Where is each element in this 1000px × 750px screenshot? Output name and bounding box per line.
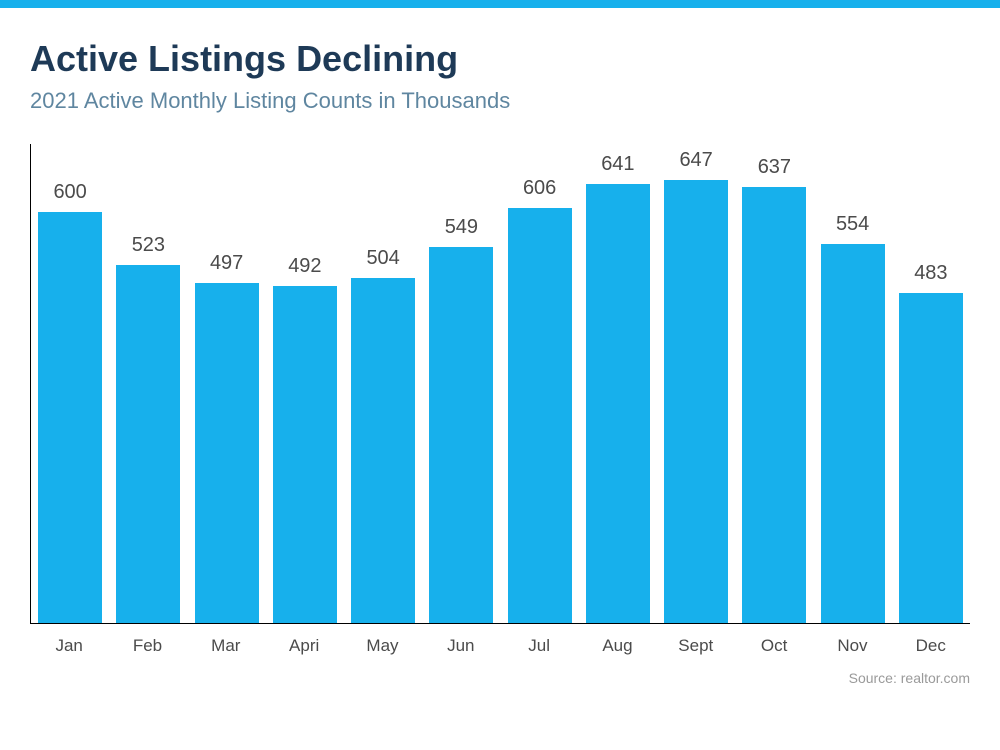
bar-value-label: 647: [657, 149, 735, 172]
bar-value-label: 641: [579, 153, 657, 176]
chart-subtitle: 2021 Active Monthly Listing Counts in Th…: [30, 88, 970, 114]
x-axis-tick: Dec: [892, 636, 970, 656]
bar-value-label: 483: [892, 262, 970, 285]
bar: [664, 180, 728, 623]
x-axis-tick: Jun: [422, 636, 500, 656]
bar-value-label: 637: [735, 156, 813, 179]
bar-slot: 497: [188, 144, 266, 623]
x-axis-tick: Nov: [813, 636, 891, 656]
x-axis-tick: Mar: [187, 636, 265, 656]
bar-value-label: 549: [422, 216, 500, 239]
chart-title: Active Listings Declining: [30, 38, 970, 80]
chart-container: Active Listings Declining 2021 Active Mo…: [0, 8, 1000, 696]
x-axis-tick: Jan: [30, 636, 108, 656]
bar-value-label: 504: [344, 247, 422, 270]
bar: [586, 184, 650, 623]
bar-value-label: 523: [109, 234, 187, 257]
x-axis-tick: Apri: [265, 636, 343, 656]
bar-value-label: 492: [266, 255, 344, 278]
x-axis-tick: Sept: [657, 636, 735, 656]
bar-slot: 523: [109, 144, 187, 623]
bar: [351, 278, 415, 623]
x-axis-tick: Oct: [735, 636, 813, 656]
bar: [116, 265, 180, 623]
bar-slot: 606: [501, 144, 579, 623]
bar: [899, 293, 963, 624]
bar-value-label: 606: [501, 177, 579, 200]
bar: [273, 286, 337, 623]
bar: [195, 283, 259, 623]
bar-slot: 549: [422, 144, 500, 623]
x-axis-tick: May: [343, 636, 421, 656]
top-accent-border: [0, 0, 1000, 8]
plot-area: 600 523497492504549606641647637 554 483: [30, 144, 970, 624]
bar-slot: 483: [892, 144, 970, 623]
bar-slot: 647: [657, 144, 735, 623]
bar: [38, 212, 102, 623]
chart-area: 600 523497492504549606641647637 554 483 Jan…: [30, 144, 970, 686]
bar: [821, 244, 885, 623]
bar-slot: 554: [814, 144, 892, 623]
x-axis-tick: Aug: [578, 636, 656, 656]
x-axis-tick: Jul: [500, 636, 578, 656]
x-axis: JanFebMarApriMayJunJulAugSeptOctNovDec: [30, 636, 970, 656]
bars-row: 600 523497492504549606641647637 554 483: [31, 144, 970, 623]
bar-value-label: 497: [188, 252, 266, 275]
bar-slot: 641: [579, 144, 657, 623]
source-attribution: Source: realtor.com: [30, 670, 970, 686]
bar-slot: 600: [31, 144, 109, 623]
bar-slot: 504: [344, 144, 422, 623]
bar: [508, 208, 572, 623]
x-axis-tick: Feb: [108, 636, 186, 656]
bar: [429, 247, 493, 623]
bar-value-label: 554: [814, 213, 892, 236]
bar-slot: 637: [735, 144, 813, 623]
bar: [742, 187, 806, 623]
bar-slot: 492: [266, 144, 344, 623]
bar-value-label: 600: [31, 181, 109, 204]
